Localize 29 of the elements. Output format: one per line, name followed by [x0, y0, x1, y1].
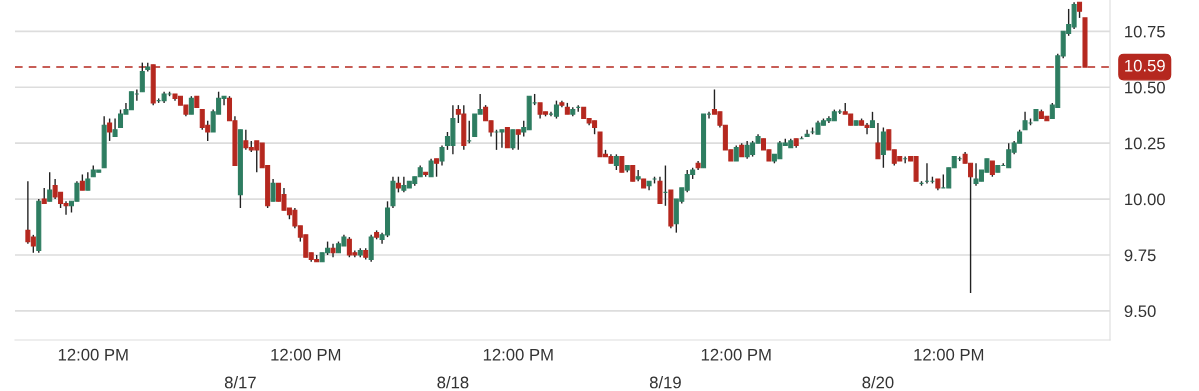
x-tick-label: 8/17 [224, 376, 256, 389]
y-tick-label: 10.50 [1125, 81, 1165, 94]
x-tick-label: 8/18 [437, 376, 469, 389]
x-tick-label: 8/19 [649, 376, 681, 389]
candlestick [47, 171, 53, 203]
candlestick [515, 129, 521, 151]
candlestick [107, 117, 113, 142]
candlestick [368, 234, 374, 263]
y-tick-label: 10.00 [1125, 193, 1165, 206]
y-tick-label: 9.50 [1124, 305, 1156, 318]
candlestick [510, 129, 516, 151]
x-tick-label: 12:00 PM [271, 348, 341, 361]
y-tick-label: 10.75 [1125, 25, 1165, 38]
y-tick-label: 9.75 [1124, 249, 1156, 262]
candlestick [875, 122, 881, 160]
ref-line-label: 10.59 [1125, 59, 1165, 72]
candlestick [657, 176, 663, 205]
candlestick [880, 126, 886, 169]
candlestick [139, 61, 145, 93]
x-tick-label: 12:00 PM [483, 348, 553, 361]
x-tick-label: 12:00 PM [914, 348, 984, 361]
candlestick [499, 129, 505, 149]
x-tick-label: 8/20 [862, 376, 894, 389]
x-tick-label: 12:00 PM [701, 348, 771, 361]
x-tick-label: 12:00 PM [58, 348, 128, 361]
candlestick [270, 178, 276, 203]
candlestick [504, 126, 510, 149]
candlestick [439, 144, 445, 167]
y-tick-label: 10.25 [1125, 137, 1165, 150]
